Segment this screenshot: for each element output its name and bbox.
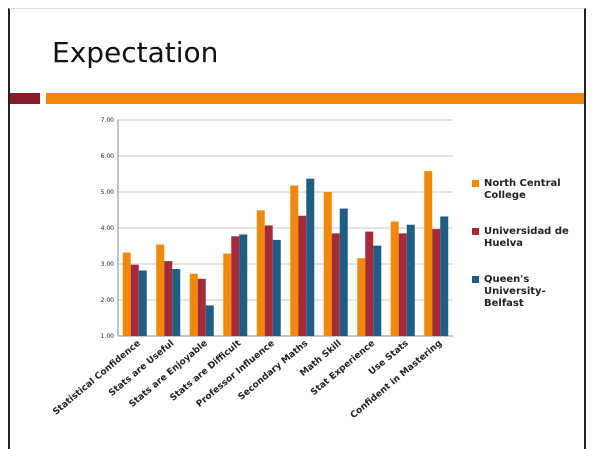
legend-item: North Central College <box>472 178 582 202</box>
y-tick-label: 3.00 <box>101 261 115 268</box>
bar <box>122 252 131 336</box>
bar <box>290 185 299 336</box>
bar <box>331 233 340 336</box>
y-tick-label: 6.00 <box>101 153 115 160</box>
bar <box>432 229 441 336</box>
bar <box>357 258 366 336</box>
bar <box>130 264 139 336</box>
y-tick-label: 7.00 <box>101 117 115 124</box>
bar <box>272 239 281 336</box>
bar <box>424 171 433 336</box>
bar <box>398 233 407 336</box>
bar <box>298 215 307 336</box>
y-tick-label: 4.00 <box>101 225 115 232</box>
bar <box>239 234 248 336</box>
bar <box>373 245 382 336</box>
bar <box>231 236 240 336</box>
bar <box>339 208 348 336</box>
y-tick-label: 1.00 <box>101 333 115 340</box>
title-accent-bar-right <box>46 93 584 104</box>
bar <box>390 221 399 336</box>
bar <box>197 278 206 336</box>
bar <box>264 225 273 336</box>
bar <box>440 216 449 336</box>
bar <box>172 269 181 336</box>
bar <box>306 178 315 336</box>
bar <box>406 224 415 336</box>
bar <box>256 210 265 336</box>
bar <box>223 253 232 336</box>
bar <box>164 261 173 336</box>
legend-label: North Central College <box>484 178 561 201</box>
slide-title: Expectation <box>52 36 219 69</box>
legend-swatch <box>472 276 479 283</box>
chart-legend: North Central College Universidad de Hue… <box>472 178 582 334</box>
legend-item: Queen's University-Belfast <box>472 274 582 310</box>
legend-item: Universidad de Huelva <box>472 226 582 250</box>
bar <box>365 231 374 336</box>
bar <box>205 305 214 336</box>
title-accent-bar-left <box>10 93 40 104</box>
y-tick-label: 2.00 <box>101 297 115 304</box>
bar <box>156 244 165 336</box>
y-tick-label: 5.00 <box>101 189 115 196</box>
legend-swatch <box>472 180 479 187</box>
bar <box>323 192 332 336</box>
x-tick-label: Stat Experience <box>309 339 377 398</box>
bar <box>138 270 147 336</box>
bar <box>189 273 198 336</box>
legend-label: Queen's University-Belfast <box>484 274 546 309</box>
legend-label: Universidad de Huelva <box>484 226 569 249</box>
legend-swatch <box>472 228 479 235</box>
